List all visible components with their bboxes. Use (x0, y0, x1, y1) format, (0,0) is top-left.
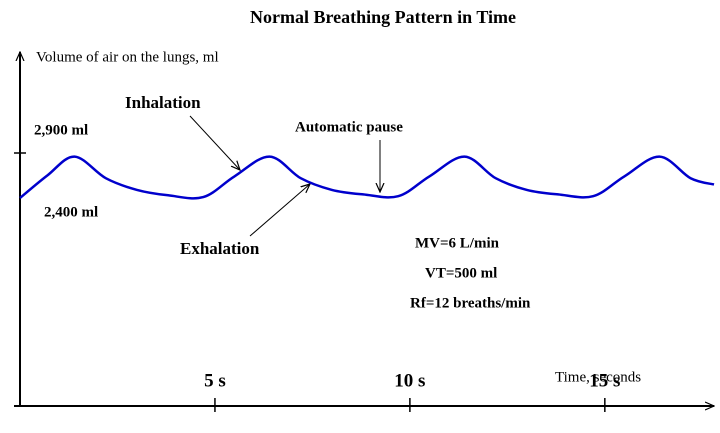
annotation: MV=6 L/min (415, 235, 500, 251)
arrow (189, 115, 240, 170)
annotation: VT=500 ml (425, 265, 497, 281)
annotation: Exhalation (180, 239, 260, 258)
y-tick-label: 2,900 ml (34, 122, 88, 138)
y-axis-label: Volume of air on the lungs, ml (36, 49, 219, 65)
annotation: Rf=12 breaths/min (410, 295, 531, 311)
x-tick-label: 5 s (204, 370, 226, 391)
chart-title: Normal Breathing Pattern in Time (250, 7, 516, 27)
arrow (249, 184, 310, 237)
x-tick-label: 10 s (394, 370, 425, 391)
line (19, 155, 715, 200)
y-tick-label: 2,400 ml (44, 204, 98, 220)
x-tick-label: 15 s (589, 370, 620, 391)
annotation: Automatic pause (295, 119, 403, 135)
x-axis-label: Time, seconds (555, 369, 641, 385)
annotation: Inhalation (125, 93, 201, 112)
